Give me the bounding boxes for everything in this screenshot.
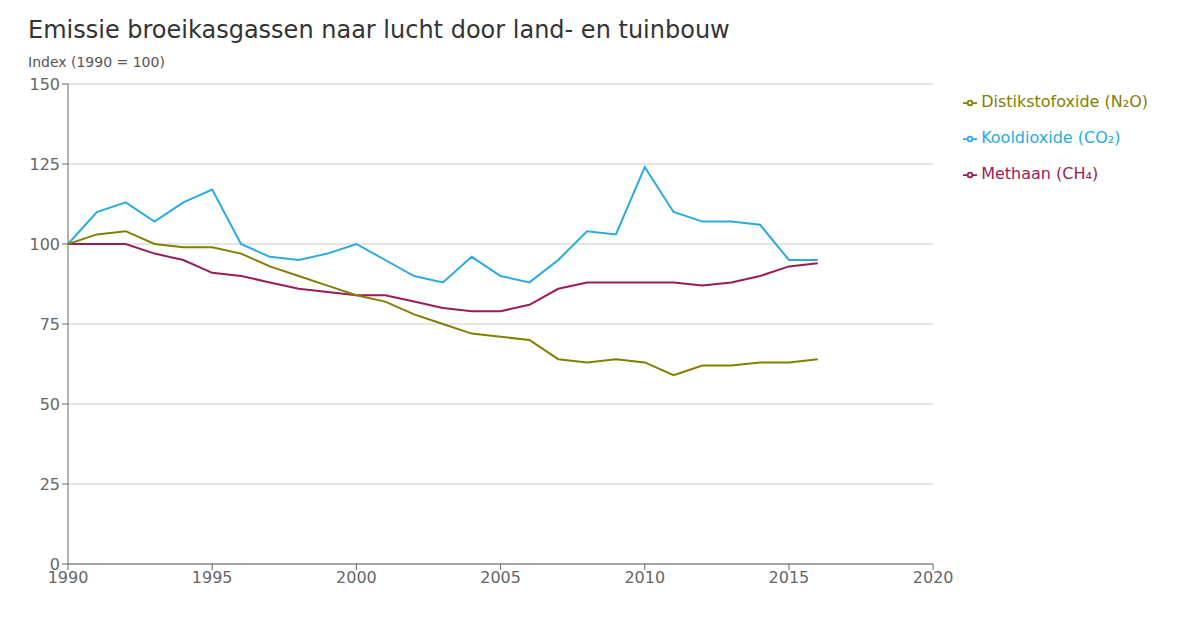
svg-text:2020: 2020 [913,568,954,587]
svg-text:75: 75 [40,315,60,334]
svg-text:100: 100 [29,235,60,254]
html-text:Methaan (CH₄): Methaan (CH₄) [981,164,1099,183]
svg-text:0: 0 [50,555,60,574]
svg-text:2015: 2015 [769,568,810,587]
svg-text:150: 150 [29,75,60,94]
html-text:Distikstofoxide (N₂O): Distikstofoxide (N₂O) [981,92,1148,111]
html-text:Kooldioxide (CO₂): Kooldioxide (CO₂) [981,128,1121,147]
svg-text:2010: 2010 [624,568,665,587]
svg-text:2005: 2005 [480,568,521,587]
svg-text:1995: 1995 [192,568,233,587]
svg-text:50: 50 [40,395,60,414]
svg-text:125: 125 [29,155,60,174]
svg-text:2000: 2000 [336,568,377,587]
svg-text:1990: 1990 [47,568,89,588]
html-text:Index (1990 = 100): Index (1990 = 100) [28,54,165,70]
html-text:Emissie broeikasgassen naar lu: Emissie broeikasgassen naar lucht door l… [28,16,730,44]
svg-text:25: 25 [40,475,60,494]
